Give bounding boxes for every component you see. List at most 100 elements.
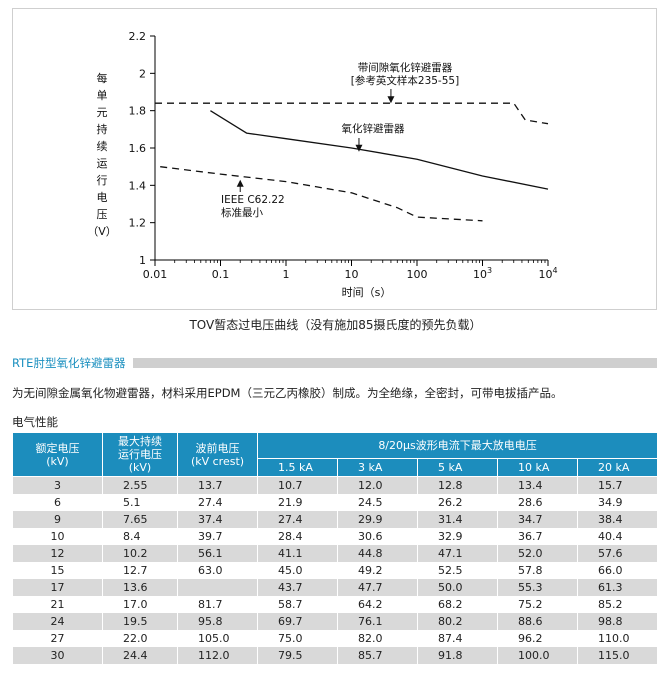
table-cell: 19.5 (102, 613, 178, 630)
table-cell: 75.2 (497, 596, 578, 613)
table-cell: 34.7 (497, 511, 578, 528)
table-cell: 76.1 (337, 613, 418, 630)
section-divider-bar (133, 358, 657, 368)
y-axis-label-char: 续 (97, 139, 108, 153)
table-cell: 28.4 (257, 528, 338, 545)
table-cell: 28.6 (497, 494, 578, 511)
x-tick-label: 1 (283, 268, 290, 281)
table-cell: 57.6 (576, 545, 659, 562)
table-cell: 50.0 (417, 579, 498, 596)
table-cell: 63.0 (177, 562, 258, 579)
table-row: 3 2.55 13.7 10.7 12.0 12.8 13.4 15.7 (12, 476, 659, 494)
y-tick-label: 1.8 (129, 105, 147, 118)
y-axis-label-char: （V） (87, 225, 117, 238)
table-cell: 15.7 (576, 476, 659, 494)
y-axis-label-char: 单 (97, 89, 108, 102)
table-cell: 17 (12, 579, 103, 596)
table-cell: 9 (12, 511, 103, 528)
tov-chart: 1 1.2 1.4 1.6 1.8 2 2.2 0.01 0.1 1 10 100 103 104 时间（s… (87, 30, 557, 299)
table-cell: 27.4 (177, 494, 258, 511)
table-cell: 112.0 (177, 647, 258, 664)
header-current-4: 20 kA (576, 458, 659, 477)
table-cell: 52.0 (497, 545, 578, 562)
annotation-text: IEEE C62.22 (221, 194, 285, 206)
table-cell: 6 (12, 494, 103, 511)
table-cell: 45.0 (257, 562, 338, 579)
table-cell: 13.6 (102, 579, 178, 596)
chart-caption: TOV暂态过电压曲线（没有施加85摄氏度的预先负载） (189, 318, 482, 332)
table-cell: 29.9 (337, 511, 418, 528)
table-cell: 88.6 (497, 613, 578, 630)
table-cell: 2.55 (102, 476, 178, 494)
section-title: RTE肘型氧化锌避雷器 (12, 356, 126, 370)
table-cell: 13.4 (497, 476, 578, 494)
table-cell: 81.7 (177, 596, 258, 613)
table-cell: 52.5 (417, 562, 498, 579)
table-cell: 37.4 (177, 511, 258, 528)
header-mcov-text: 最大持续 运行电压 (kV) (118, 435, 162, 474)
table-cell: 21.9 (257, 494, 338, 511)
table-cell: 24 (12, 613, 103, 630)
table-cell: 85.2 (576, 596, 659, 613)
table-cell: 82.0 (337, 630, 418, 647)
x-tick-label: 100 (407, 268, 428, 281)
table-cell: 96.2 (497, 630, 578, 647)
series-line-1 (210, 110, 549, 190)
y-tick-label: 2.2 (129, 30, 147, 43)
table-cell: 110.0 (576, 630, 659, 647)
table-cell: 64.2 (337, 596, 418, 613)
header-mcov: 最大持续 运行电压 (kV) (102, 432, 178, 477)
table-cell: 24.5 (337, 494, 418, 511)
product-description: 为无间隙金属氧化物避雷器，材料采用EPDM（三元乙丙橡胶）制成。为全绝缘，全密封… (12, 386, 563, 400)
electrical-performance-heading: 电气性能 (12, 415, 58, 429)
table-cell: 98.8 (576, 613, 659, 630)
header-rated-voltage: 额定电压 (kV) (12, 432, 103, 477)
table-cell: 7.65 (102, 511, 178, 528)
y-tick-label: 1 (139, 254, 146, 267)
header-rated-voltage-text: 额定电压 (kV) (35, 441, 80, 468)
table-row: 30 24.4 112.0 79.5 85.7 91.8 100.0 115.0 (12, 647, 659, 664)
table-cell: 10.7 (257, 476, 338, 494)
table-cell: 34.9 (576, 494, 659, 511)
table-row: 9 7.65 37.4 27.4 29.9 31.4 34.7 38.4 (12, 511, 659, 528)
table-cell: 58.7 (257, 596, 338, 613)
table-cell: 95.8 (177, 613, 258, 630)
table-cell: 115.0 (576, 647, 659, 664)
section-header: RTE肘型氧化锌避雷器 (12, 355, 657, 371)
header-current-3: 10 kA (497, 458, 578, 477)
table-cell: 69.7 (257, 613, 338, 630)
y-tick-label: 1.2 (129, 217, 147, 230)
table-cell: 12.7 (102, 562, 178, 579)
y-tick-label: 2 (139, 67, 146, 80)
series-line-0 (155, 102, 549, 125)
table-cell: 12.8 (417, 476, 498, 494)
header-current-2: 5 kA (417, 458, 498, 477)
table-row: 15 12.7 63.0 45.0 49.2 52.5 57.8 66.0 (12, 562, 659, 579)
y-axis-label-char: 行 (97, 174, 108, 187)
table-cell: 5.1 (102, 494, 178, 511)
table-cell: 100.0 (497, 647, 578, 664)
table-cell: 40.4 (576, 528, 659, 545)
table-cell: 27 (12, 630, 103, 647)
table-cell: 22.0 (102, 630, 178, 647)
table-cell: 8.4 (102, 528, 178, 545)
x-axis-label: 时间（s） (342, 286, 392, 299)
annotation-arrowhead (236, 179, 244, 187)
y-axis-label-char: 元 (97, 106, 108, 119)
table-cell: 49.2 (337, 562, 418, 579)
tov-chart-frame: 1 1.2 1.4 1.6 1.8 2 2.2 0.01 0.1 1 10 100 103 104 时间（s… (12, 8, 657, 310)
table-cell: 56.1 (177, 545, 258, 562)
table-cell: 32.9 (417, 528, 498, 545)
table-cell: 85.7 (337, 647, 418, 664)
annotation-text: 标准最小 (221, 207, 263, 219)
table-cell: 10.2 (102, 545, 178, 562)
table-cell: 26.2 (417, 494, 498, 511)
table-cell: 68.2 (417, 596, 498, 613)
table-cell: 87.4 (417, 630, 498, 647)
header-front-voltage-text: 波前电压 (kV crest) (190, 441, 245, 468)
y-axis-label-char: 持 (97, 122, 108, 136)
table-cell: 105.0 (177, 630, 258, 647)
table-cell: 57.8 (497, 562, 578, 579)
header-current-1: 3 kA (337, 458, 418, 477)
table-row: 27 22.0 105.0 75.0 82.0 87.4 96.2 110.0 (12, 630, 659, 647)
